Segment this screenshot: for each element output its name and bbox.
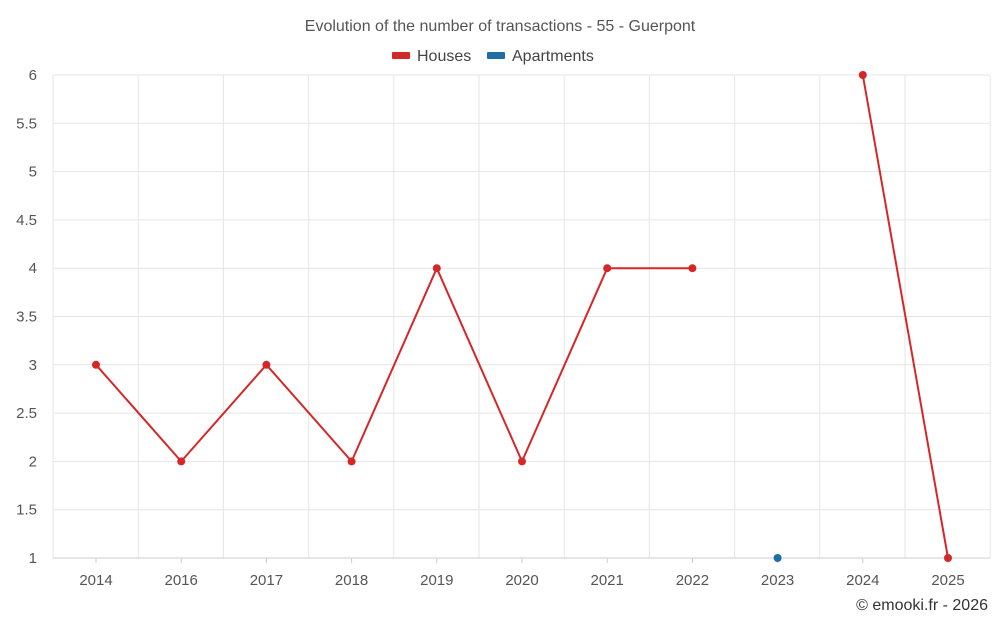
y-tick-label: 2 bbox=[29, 453, 37, 470]
data-point-houses-2021[interactable] bbox=[603, 264, 612, 273]
y-tick-label: 2.5 bbox=[16, 405, 37, 422]
y-tick-label: 4.5 bbox=[16, 212, 37, 229]
y-tick-label: 5 bbox=[29, 164, 37, 181]
data-point-houses-2022[interactable] bbox=[688, 264, 697, 273]
legend-swatch-houses bbox=[392, 52, 410, 59]
grid bbox=[52, 74, 991, 559]
x-tick-label: 2021 bbox=[591, 572, 624, 589]
y-tick-label: 3 bbox=[29, 357, 37, 374]
legend-swatch-apartments bbox=[487, 52, 505, 59]
data-point-houses-2020[interactable] bbox=[518, 457, 526, 466]
legend-item-apartments[interactable]: Apartments bbox=[487, 48, 594, 65]
x-tick-label: 2023 bbox=[761, 572, 794, 589]
credit-text: © emooki.fr - 2026 bbox=[856, 597, 988, 614]
y-tick-label: 3.5 bbox=[16, 309, 37, 326]
series bbox=[92, 71, 952, 562]
data-point-houses-2016[interactable] bbox=[177, 457, 186, 466]
x-tick-label: 2024 bbox=[846, 572, 879, 589]
y-tick-label: 1.5 bbox=[16, 502, 37, 519]
x-axis-ticks: 2014 2016 2017 2018 2019 2020 2021 2022 2023 2024… bbox=[79, 558, 965, 589]
x-tick-label: 2019 bbox=[420, 572, 453, 589]
legend-item-houses[interactable]: Houses bbox=[392, 48, 471, 65]
data-point-houses-2019[interactable] bbox=[432, 264, 441, 273]
data-point-houses-2014[interactable] bbox=[92, 360, 100, 369]
series-line-houses bbox=[95, 267, 693, 463]
y-tick-label: 5.5 bbox=[16, 115, 37, 132]
data-point-houses-2017[interactable] bbox=[262, 360, 271, 369]
y-tick-label: 4 bbox=[29, 260, 37, 277]
x-tick-label: 2020 bbox=[505, 572, 538, 589]
x-tick-label: 2018 bbox=[335, 572, 368, 589]
x-tick-label: 2022 bbox=[676, 572, 709, 589]
y-axis-ticks: 1 1.5 2 2.5 3 3.5 4 4.5 5 5.5 6 bbox=[16, 67, 37, 567]
chart-title: Evolution of the number of transactions … bbox=[305, 18, 696, 35]
x-tick-label: 2017 bbox=[250, 572, 283, 589]
data-point-houses-2018[interactable] bbox=[347, 457, 356, 466]
data-point-houses-2025[interactable] bbox=[944, 554, 952, 562]
x-tick-label: 2016 bbox=[165, 572, 198, 589]
y-tick-label: 6 bbox=[29, 67, 37, 84]
legend-label-apartments: Apartments bbox=[512, 48, 594, 65]
legend-label-houses: Houses bbox=[417, 48, 471, 65]
data-point-apartments-2023[interactable] bbox=[773, 554, 782, 562]
y-tick-label: 1 bbox=[29, 550, 37, 567]
x-tick-label: 2014 bbox=[79, 572, 112, 589]
x-tick-label: 2025 bbox=[931, 572, 964, 589]
data-point-houses-2024[interactable] bbox=[858, 71, 867, 79]
series-line-houses bbox=[861, 74, 949, 559]
legend: Houses Apartments bbox=[392, 48, 594, 65]
